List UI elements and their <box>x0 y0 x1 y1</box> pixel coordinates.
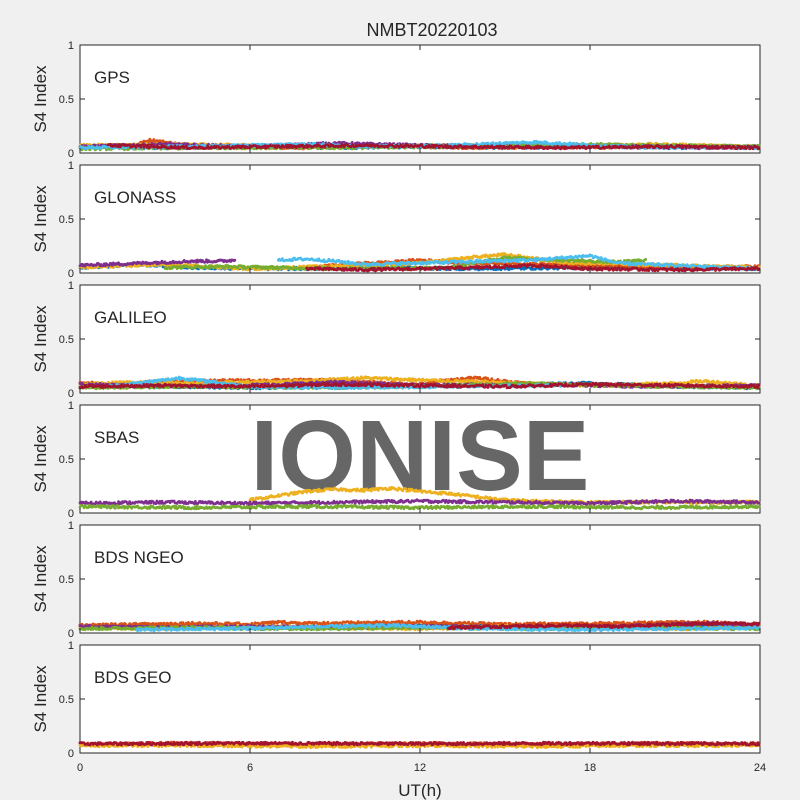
figure-title: NMBT20220103 <box>366 20 497 40</box>
panel-label: GPS <box>94 68 130 87</box>
data-point <box>128 143 132 147</box>
data-point <box>451 142 454 146</box>
y-tick-label: 0 <box>68 148 74 160</box>
panel-gps: 0 0.5 1 S4 Index GPS <box>31 40 761 160</box>
data-point <box>184 144 188 148</box>
plot-area <box>79 164 761 274</box>
data-point <box>146 143 150 147</box>
data-point <box>603 143 607 146</box>
data-point <box>497 146 501 150</box>
plot-area <box>79 44 761 154</box>
data-point <box>350 141 354 144</box>
y-tick-label: 1 <box>68 40 74 52</box>
y-axis-title: S4 Index <box>31 65 50 133</box>
y-tick-label: 0.5 <box>59 94 74 106</box>
data-point <box>323 145 327 149</box>
